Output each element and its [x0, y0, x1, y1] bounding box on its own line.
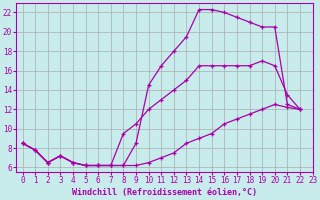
X-axis label: Windchill (Refroidissement éolien,°C): Windchill (Refroidissement éolien,°C): [72, 188, 257, 197]
